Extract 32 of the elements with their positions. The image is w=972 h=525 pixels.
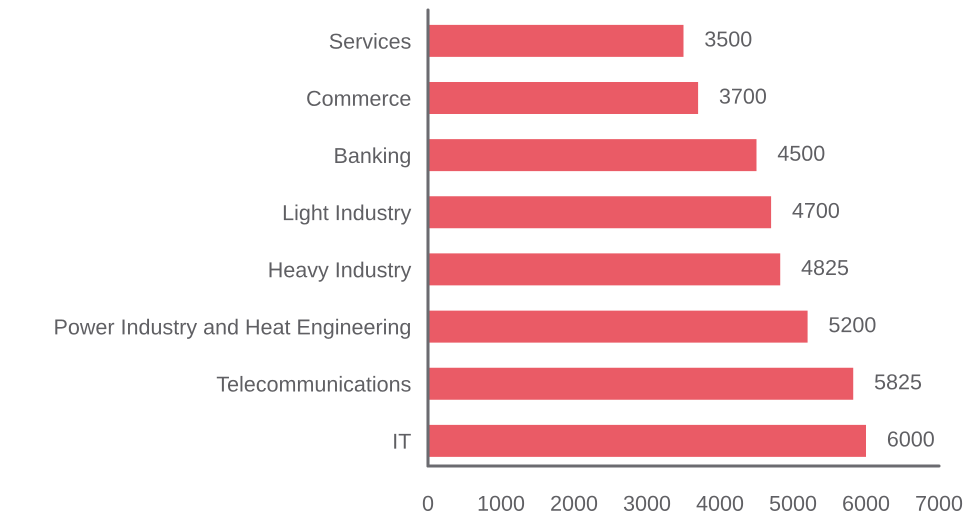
data-label: 5200 [829,317,876,332]
x-tick-label: 6000 [843,496,890,511]
data-label: 4825 [802,260,848,276]
bar [428,196,772,228]
bar [428,82,698,114]
x-tick-label: 3000 [624,496,670,511]
bar [428,424,866,457]
x-tick-label: 1000 [478,496,524,511]
y-tick-label: Telecommunications [216,376,411,392]
data-label: 5825 [874,374,922,390]
data-label: 3700 [720,88,766,104]
y-tick-label: Banking [335,147,410,168]
y-tick-label: Services [330,33,411,49]
y-tick-label: Commerce [307,90,410,106]
x-tick-label: 2000 [551,496,598,511]
bar [428,139,756,172]
y-tick-label: IT [394,434,411,449]
bar [428,24,684,57]
x-tick-label: 5000 [770,496,816,511]
y-tick-label: Light Industry [284,204,412,225]
data-label: 4500 [778,146,824,161]
data-label: 6000 [888,431,934,447]
bar [428,310,808,343]
x-tick-label: 4000 [696,496,744,511]
y-tick-label: Power Industry and Heat Engineering [55,318,410,339]
bar [428,253,780,286]
x-tick-label: 0 [422,496,434,511]
y-tick-label: Heavy Industry [270,262,412,282]
bar [428,368,854,400]
x-tick-label: 7000 [916,496,962,511]
data-label: 4700 [792,202,839,218]
data-label: 3500 [705,31,752,47]
